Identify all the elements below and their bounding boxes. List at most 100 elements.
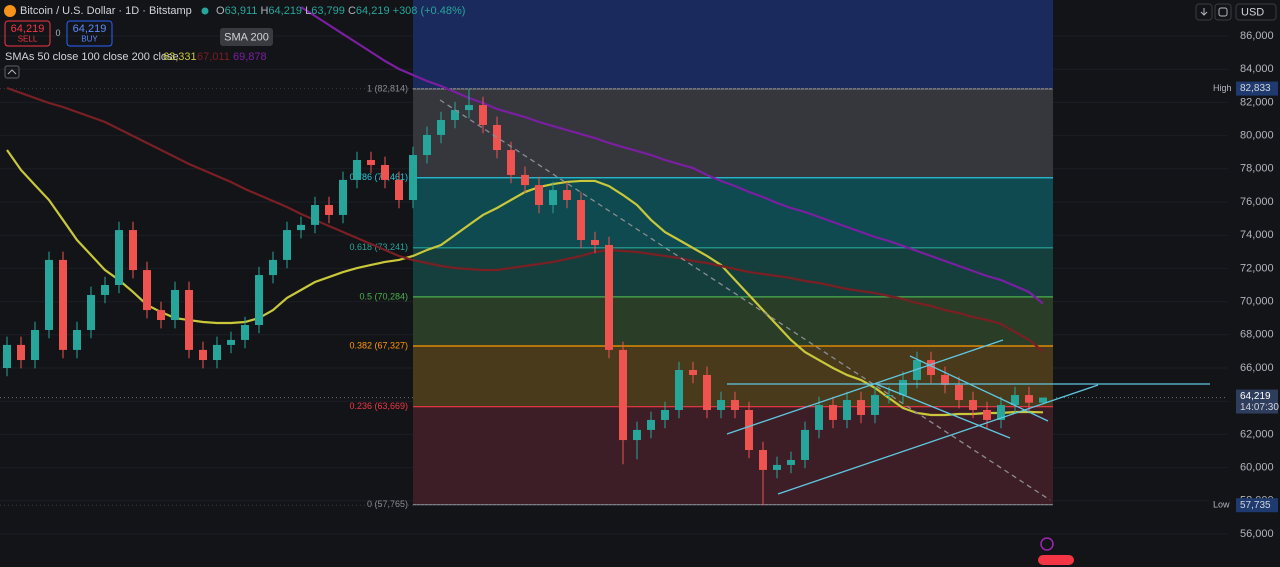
candle-body <box>563 190 571 201</box>
ohlc-value: 63,911 <box>225 5 258 17</box>
fib-band <box>413 88 1053 178</box>
candle-body <box>773 464 781 470</box>
candle-body <box>955 384 963 401</box>
sell-button[interactable] <box>4 20 51 47</box>
indicator-value: 67,011 <box>197 51 230 63</box>
ohlc-value: 63,799 <box>311 5 345 17</box>
collapse-button[interactable] <box>4 65 20 79</box>
y-tick-label: 72,000 <box>1240 262 1274 274</box>
candle-body <box>689 369 697 375</box>
candle-body <box>423 134 431 156</box>
events-badge <box>1038 555 1074 565</box>
download-button[interactable] <box>1195 3 1213 21</box>
y-tick-label: 78,000 <box>1240 163 1274 175</box>
buy-button[interactable] <box>66 20 113 47</box>
candle-body <box>605 244 613 350</box>
marker-value: 57,735 <box>1240 500 1271 511</box>
candle-body <box>395 179 403 201</box>
candle-body <box>199 349 207 361</box>
candle-body <box>633 429 641 441</box>
y-tick-label: 80,000 <box>1240 130 1274 142</box>
candle-body <box>381 164 389 180</box>
y-tick-label: 68,000 <box>1240 329 1274 341</box>
ohlc-key: C <box>348 5 356 17</box>
candle-body <box>717 400 725 410</box>
candle-body <box>913 360 921 380</box>
currency-button[interactable] <box>1235 3 1277 21</box>
candle-body <box>143 270 151 311</box>
y-tick-label: 76,000 <box>1240 196 1274 208</box>
fib-label: 1 (82,814) <box>367 83 408 93</box>
marker-box <box>1236 498 1278 513</box>
fib-band-above <box>413 0 1053 89</box>
candle-body <box>255 275 263 326</box>
candle-body <box>129 230 137 271</box>
candle-body <box>787 459 795 465</box>
toolbar: USD <box>1195 3 1277 21</box>
candle-body <box>171 289 179 321</box>
candle-body <box>997 405 1005 420</box>
y-tick-label: 86,000 <box>1240 30 1274 42</box>
candle-body <box>269 259 277 276</box>
marker-name: Low <box>1213 500 1230 510</box>
candle-body <box>619 349 627 441</box>
currency: USD <box>1241 6 1264 18</box>
current-price-box <box>1236 389 1278 414</box>
flag-lower <box>875 383 1011 439</box>
candle-body <box>409 155 417 201</box>
fib-band <box>413 177 1053 248</box>
marker-tag <box>1209 498 1235 513</box>
fib-band <box>413 406 1053 505</box>
coin-icon <box>4 5 16 17</box>
candles <box>3 88 1047 506</box>
candle-body <box>157 310 165 321</box>
candle-body <box>983 409 991 420</box>
fib-label: 0.5 (70,284) <box>359 291 408 301</box>
y-tick-label: 84,000 <box>1240 63 1274 75</box>
ohlc-value: 64,219 <box>356 5 390 17</box>
candle-body <box>899 379 907 396</box>
candle-body <box>941 374 949 385</box>
candle-body <box>1025 395 1033 403</box>
sell-price: 64,219 <box>11 23 45 35</box>
candle-body <box>465 105 473 111</box>
fib-label: 0.236 (63,669) <box>349 401 408 411</box>
tooltip-box <box>220 28 273 46</box>
candle-body <box>297 224 305 231</box>
candle-body <box>815 405 823 430</box>
candle-body <box>591 240 599 245</box>
candle-body <box>507 150 515 175</box>
candle-body <box>535 185 543 205</box>
candle-body <box>661 409 669 420</box>
fib-label: 0 (57,765) <box>367 499 408 509</box>
flag-upper <box>909 355 1049 422</box>
collapse-icon <box>7 69 17 75</box>
candle-body <box>437 120 445 135</box>
drawings <box>439 99 1210 501</box>
header: Bitcoin / U.S. Dollar · 1D · Bitstamp O6… <box>4 5 465 79</box>
fib-band <box>413 296 1053 346</box>
candle-body <box>353 160 361 180</box>
candle-body <box>339 179 347 215</box>
dashed-trend-line <box>439 99 1051 501</box>
marker-box <box>1236 81 1278 96</box>
settings-button[interactable] <box>1214 3 1232 21</box>
fibonacci: 1 (82,814)0.786 (77,461)0.618 (73,241)0.… <box>349 0 1053 509</box>
candle-body <box>227 339 235 345</box>
marker-value: 82,833 <box>1240 83 1271 94</box>
current-price: 64,219 <box>1240 391 1271 402</box>
candle-body <box>185 289 193 350</box>
ohlc-value: 64,219 <box>268 5 302 17</box>
tooltip: SMA 200 <box>224 31 269 43</box>
candle-body <box>1039 397 1047 403</box>
candle-body <box>451 110 459 121</box>
candle-body <box>829 405 837 420</box>
candle-body <box>703 374 711 410</box>
candle-body <box>213 344 221 361</box>
candle-body <box>3 344 11 369</box>
buy-price: 64,219 <box>73 23 107 35</box>
candle-body <box>801 429 809 460</box>
download-icon <box>1200 8 1208 16</box>
bottom-icons <box>1038 537 1074 565</box>
candle-body <box>493 124 501 151</box>
